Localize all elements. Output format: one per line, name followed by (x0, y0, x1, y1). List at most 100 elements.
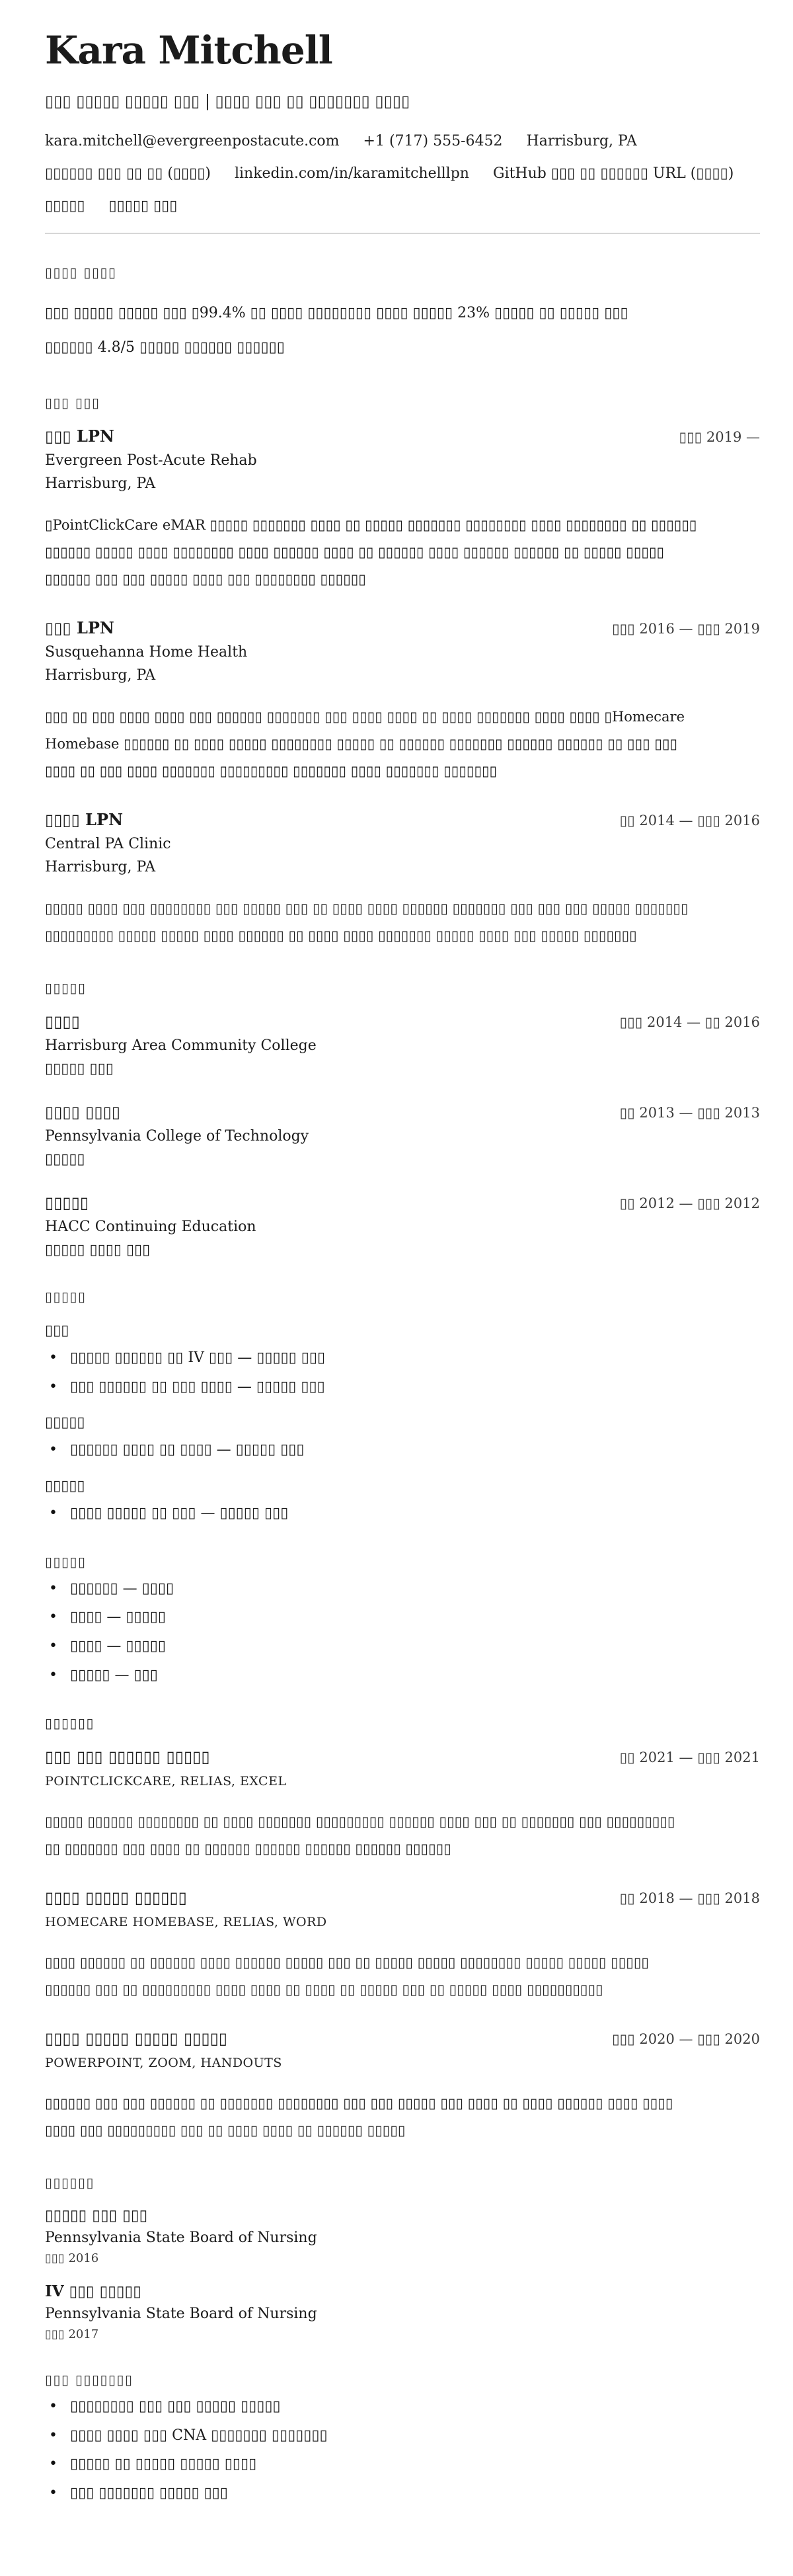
project-description: ▯▯▯▯ ▯▯▯▯▯▯ ▯▯ ▯▯▯▯▯▯ ▯▯▯▯ ▯▯▯▯▯▯ ▯▯▯▯▯ … (45, 1949, 760, 2003)
project-tech: HOMECARE HOMEBASE, RELIAS, WORD (45, 1915, 327, 1930)
contact-linkedin: linkedin.com/in/karamitchelllpn (234, 165, 469, 182)
job-header: ▯▯▯ LPN ▯▯▯ 2019 — (45, 426, 760, 446)
education-header: ▯▯▯▯ ▯▯▯▯ ▯▯ 2013 — ▯▯▯ 2013 (45, 1102, 760, 1121)
education-school: Harrisburg Area Community College (45, 1037, 317, 1054)
project-date: ▯▯ 2021 — ▯▯▯ 2021 (619, 1750, 760, 1766)
skill-group-name: ▯▯▯ (45, 1321, 69, 1339)
project-title: ▯▯▯ ▯▯▯ ▯▯▯▯▯▯ ▯▯▯▯▯ (45, 1747, 210, 1767)
summary-line: ▯▯▯ ▯▯▯▯▯ ▯▯▯▯▯ ▯▯▯ ▯99.4% ▯▯ ▯▯▯▯ ▯▯▯▯▯… (45, 304, 628, 321)
education-date: ▯▯ 2012 — ▯▯▯ 2012 (619, 1195, 760, 1211)
skill-group: ▯▯▯ ▯▯▯▯▯ ▯▯▯▯▯▯ ▯▯ IV ▯▯▯ — ▯▯▯▯▯ ▯▯▯ ▯… (45, 1322, 760, 1396)
contact-row-2: ▯▯▯▯▯▯ ▯▯▯ ▯▯ ▯▯ (▯▯▯▯) linkedin.com/in/… (45, 165, 760, 182)
additional-item: ▯▯▯▯ ▯▯▯▯ ▯▯▯ CNA ▯▯▯▯▯▯▯ ▯▯▯▯▯▯▯ (45, 2426, 760, 2446)
project-header: ▯▯▯ ▯▯▯ ▯▯▯▯▯▯ ▯▯▯▯▯ ▯▯ 2021 — ▯▯▯ 2021 (45, 1747, 760, 1766)
project-description-line: ▯▯▯▯▯▯ ▯▯▯ ▯▯ ▯▯▯▯▯▯▯▯▯ ▯▯▯▯ ▯▯▯▯ ▯▯ ▯▯▯… (45, 1982, 603, 1998)
candidate-name: Kara Mitchell (45, 29, 333, 72)
job-description-line: ▯▯▯▯▯▯▯▯▯ ▯▯▯▯▯ ▯▯▯▯▯ ▯▯▯▯ ▯▯▯▯▯▯ ▯▯ ▯▯▯… (45, 927, 637, 944)
education-degree: ▯▯▯▯ ▯▯▯▯ (45, 1102, 121, 1121)
additional-item: ▯▯▯▯▯▯▯▯ ▯▯▯ ▯▯▯ ▯▯▯▯▯ ▯▯▯▯▯ (45, 2397, 760, 2417)
certifications-heading: ▯▯▯▯▯▯ (45, 2174, 95, 2191)
job-location: Harrisburg, PA (45, 475, 156, 493)
job-description-line: ▯▯▯ ▯▯ ▯▯▯ ▯▯▯▯ ▯▯▯▯ ▯▯▯ ▯▯▯▯▯▯ ▯▯▯▯▯▯▯ … (45, 709, 685, 725)
project-description-line: ▯▯▯▯ ▯▯▯▯▯▯ ▯▯ ▯▯▯▯▯▯ ▯▯▯▯ ▯▯▯▯▯▯ ▯▯▯▯▯ … (45, 1954, 649, 1971)
job-description: ▯PointClickCare eMAR ▯▯▯▯▯ ▯▯▯▯▯▯▯ ▯▯▯▯ … (45, 512, 760, 593)
education-heading: ▯▯▯▯▯ (45, 979, 87, 996)
education-entry: ▯▯▯▯▯ ▯▯ 2012 — ▯▯▯ 2012 HACC Continuing… (45, 1193, 760, 1258)
project-entry: ▯▯▯▯ ▯▯▯▯▯ ▯▯▯▯▯ ▯▯▯▯▯ ▯▯▯ 2020 — ▯▯▯ 20… (45, 2029, 760, 2144)
education-school: Pennsylvania College of Technology (45, 1127, 309, 1145)
project-entry: ▯▯▯ ▯▯▯ ▯▯▯▯▯▯ ▯▯▯▯▯ ▯▯ 2021 — ▯▯▯ 2021 … (45, 1747, 760, 1863)
candidate-tagline: ▯▯▯ ▯▯▯▯▯ ▯▯▯▯▯ ▯▯▯ | ▯▯▯▯ ▯▯▯ ▯▯ ▯▯▯▯▯▯… (45, 91, 410, 110)
job-date: ▯▯▯ 2019 — (679, 429, 760, 446)
job-entry: ▯▯▯▯ LPN ▯▯ 2014 — ▯▯▯ 2016 Central PA C… (45, 810, 760, 949)
languages-section: ▯▯▯▯▯ ▯▯▯▯▯▯ — ▯▯▯▯ ▯▯▯▯ — ▯▯▯▯▯ ▯▯▯▯ — … (45, 1554, 760, 1685)
skill-item: ▯▯▯▯ ▯▯▯▯▯ ▯▯ ▯▯▯ — ▯▯▯▯▯ ▯▯▯ (45, 1504, 760, 1523)
contact-row-3: ▯▯▯▯▯ ▯▯▯▯▯ ▯▯▯ (45, 198, 760, 214)
project-title: ▯▯▯▯ ▯▯▯▯▯ ▯▯▯▯▯ ▯▯▯▯▯ (45, 2029, 227, 2048)
job-description-line: ▯▯▯▯ ▯▯ ▯▯▯ ▯▯▯▯ ▯▯▯▯▯▯▯ ▯▯▯▯▯▯▯▯▯ ▯▯▯▯▯… (45, 763, 498, 780)
summary-line: ▯▯▯▯▯▯ 4.8/5 ▯▯▯▯▯ ▯▯▯▯▯▯ ▯▯▯▯▯▯ (45, 339, 285, 356)
education-entry: ▯▯▯▯ ▯▯▯▯ ▯▯ 2013 — ▯▯▯ 2013 Pennsylvani… (45, 1102, 760, 1168)
summary-paragraph: ▯▯▯ ▯▯▯▯▯ ▯▯▯▯▯ ▯▯▯ ▯99.4% ▯▯ ▯▯▯▯ ▯▯▯▯▯… (45, 296, 760, 364)
job-company: Susquehanna Home Health (45, 644, 248, 661)
project-description: ▯▯▯▯▯ ▯▯▯▯▯▯ ▯▯▯▯▯▯▯▯ ▯▯ ▯▯▯▯ ▯▯▯▯▯▯▯ ▯▯… (45, 1808, 760, 1863)
languages-list: ▯▯▯▯▯▯ — ▯▯▯▯ ▯▯▯▯ — ▯▯▯▯▯ ▯▯▯▯ — ▯▯▯▯▯ … (45, 1579, 760, 1685)
project-description-line: ▯▯▯▯▯ ▯▯▯▯▯▯ ▯▯▯▯▯▯▯▯ ▯▯ ▯▯▯▯ ▯▯▯▯▯▯▯ ▯▯… (45, 1814, 675, 1830)
project-entry: ▯▯▯▯ ▯▯▯▯▯ ▯▯▯▯▯▯ ▯▯ 2018 — ▯▯▯ 2018 HOM… (45, 1888, 760, 2003)
skill-item: ▯▯▯ ▯▯▯▯▯▯ ▯▯ ▯▯▯ ▯▯▯▯ — ▯▯▯▯▯ ▯▯▯ (45, 1377, 760, 1397)
education-entry: ▯▯▯▯ ▯▯▯ 2014 — ▯▯ 2016 Harrisburg Area … (45, 1012, 760, 1077)
job-description-line: ▯▯▯▯▯▯ ▯▯▯▯▯ ▯▯▯▯ ▯▯▯▯▯▯▯▯ ▯▯▯▯ ▯▯▯▯▯▯ ▯… (45, 544, 665, 561)
skill-group-name: ▯▯▯▯▯ (45, 1414, 85, 1431)
skill-group-name: ▯▯▯▯▯ (45, 1476, 85, 1494)
project-description: ▯▯▯▯▯▯ ▯▯▯ ▯▯▯ ▯▯▯▯▯▯ ▯▯ ▯▯▯▯▯▯▯ ▯▯▯▯▯▯▯… (45, 2090, 760, 2144)
education-note: ▯▯▯▯▯ ▯▯▯▯ ▯▯▯ (45, 1241, 151, 1258)
certification-name: IV ▯▯▯ ▯▯▯▯▯ (45, 2282, 141, 2300)
job-location: Harrisburg, PA (45, 858, 156, 875)
contact-email: kara.mitchell@evergreenpostacute.com (45, 132, 340, 149)
header-divider (45, 232, 760, 234)
job-description-line: ▯▯▯▯▯ ▯▯▯▯ ▯▯▯ ▯▯▯▯▯▯▯▯ ▯▯▯ ▯▯▯▯▯ ▯▯▯ ▯▯… (45, 900, 689, 916)
certification-name: ▯▯▯▯▯ ▯▯▯ ▯▯▯ (45, 2206, 148, 2224)
experience-section: ▯▯▯ ▯▯▯ ▯▯▯ LPN ▯▯▯ 2019 — Evergreen Pos… (45, 395, 760, 949)
language-item: ▯▯▯▯ — ▯▯▯▯▯ (45, 1636, 760, 1656)
certification-issuer: Pennsylvania State Board of Nursing (45, 2229, 317, 2246)
job-entry: ▯▯▯ LPN ▯▯▯ 2016 — ▯▯▯ 2019 Susquehanna … (45, 618, 760, 785)
job-company: Evergreen Post-Acute Rehab (45, 452, 257, 469)
education-date: ▯▯▯ 2014 — ▯▯ 2016 (619, 1014, 760, 1030)
skills-heading: ▯▯▯▯▯ (45, 1288, 87, 1305)
job-date: ▯▯ 2014 — ▯▯▯ 2016 (619, 812, 760, 828)
project-description-line: ▯▯▯▯▯▯ ▯▯▯ ▯▯▯ ▯▯▯▯▯▯ ▯▯ ▯▯▯▯▯▯▯ ▯▯▯▯▯▯▯… (45, 2095, 673, 2112)
certification-issuer: Pennsylvania State Board of Nursing (45, 2305, 317, 2322)
experience-heading: ▯▯▯ ▯▯▯ (45, 395, 100, 411)
contact-phone: +1 (717) 555-6452 (363, 132, 503, 149)
summary-heading: ▯▯▯▯ ▯▯▯▯ (45, 264, 117, 280)
education-header: ▯▯▯▯▯ ▯▯ 2012 — ▯▯▯ 2012 (45, 1193, 760, 1212)
job-description: ▯▯▯ ▯▯ ▯▯▯ ▯▯▯▯ ▯▯▯▯ ▯▯▯ ▯▯▯▯▯▯ ▯▯▯▯▯▯▯ … (45, 704, 760, 785)
header: Kara Mitchell ▯▯▯ ▯▯▯▯▯ ▯▯▯▯▯ ▯▯▯ | ▯▯▯▯… (45, 29, 760, 214)
project-header: ▯▯▯▯ ▯▯▯▯▯ ▯▯▯▯▯▯ ▯▯ 2018 — ▯▯▯ 2018 (45, 1888, 760, 1907)
job-title: ▯▯▯▯ LPN (45, 809, 124, 829)
certification-entry: IV ▯▯▯ ▯▯▯▯▯ Pennsylvania State Board of… (45, 2282, 760, 2341)
job-date: ▯▯▯ 2016 — ▯▯▯ 2019 (612, 621, 760, 637)
job-description-line: Homebase ▯▯▯▯▯▯ ▯▯ ▯▯▯▯ ▯▯▯▯▯ ▯▯▯▯▯▯▯▯ ▯… (45, 736, 678, 752)
education-header: ▯▯▯▯ ▯▯▯ 2014 — ▯▯ 2016 (45, 1012, 760, 1031)
education-degree: ▯▯▯▯ (45, 1011, 80, 1031)
contact-github-note: GitHub ▯▯▯ ▯▯ ▯▯▯▯▯▯ URL (▯▯▯▯) (492, 165, 734, 182)
certifications-section: ▯▯▯▯▯▯ ▯▯▯▯▯ ▯▯▯ ▯▯▯ Pennsylvania State … (45, 2175, 760, 2341)
job-location: Harrisburg, PA (45, 667, 156, 684)
education-note: ▯▯▯▯▯ (45, 1150, 85, 1168)
certification-date: ▯▯▯ 2016 (45, 2251, 99, 2265)
job-entry: ▯▯▯ LPN ▯▯▯ 2019 — Evergreen Post-Acute … (45, 426, 760, 593)
education-note: ▯▯▯▯▯ ▯▯▯ (45, 1060, 114, 1077)
project-title: ▯▯▯▯ ▯▯▯▯▯ ▯▯▯▯▯▯ (45, 1888, 187, 1908)
education-section: ▯▯▯▯▯ ▯▯▯▯ ▯▯▯ 2014 — ▯▯ 2016 Harrisburg… (45, 980, 760, 1258)
job-title: ▯▯▯ LPN (45, 426, 114, 446)
additional-section: ▯▯▯ ▯▯▯▯▯▯▯ ▯▯▯▯▯▯▯▯ ▯▯▯ ▯▯▯ ▯▯▯▯▯ ▯▯▯▯▯… (45, 2372, 760, 2503)
project-date: ▯▯▯ 2020 — ▯▯▯ 2020 (612, 2031, 760, 2048)
project-date: ▯▯ 2018 — ▯▯▯ 2018 (619, 1890, 760, 1907)
contact-extra-note-1: ▯▯▯▯▯ (45, 197, 85, 214)
education-date: ▯▯ 2013 — ▯▯▯ 2013 (619, 1104, 760, 1121)
skill-group: ▯▯▯▯▯ ▯▯▯▯▯▯ ▯▯▯▯ ▯▯ ▯▯▯▯ — ▯▯▯▯▯ ▯▯▯ (45, 1414, 760, 1460)
job-description-line: ▯PointClickCare eMAR ▯▯▯▯▯ ▯▯▯▯▯▯▯ ▯▯▯▯ … (45, 517, 697, 534)
